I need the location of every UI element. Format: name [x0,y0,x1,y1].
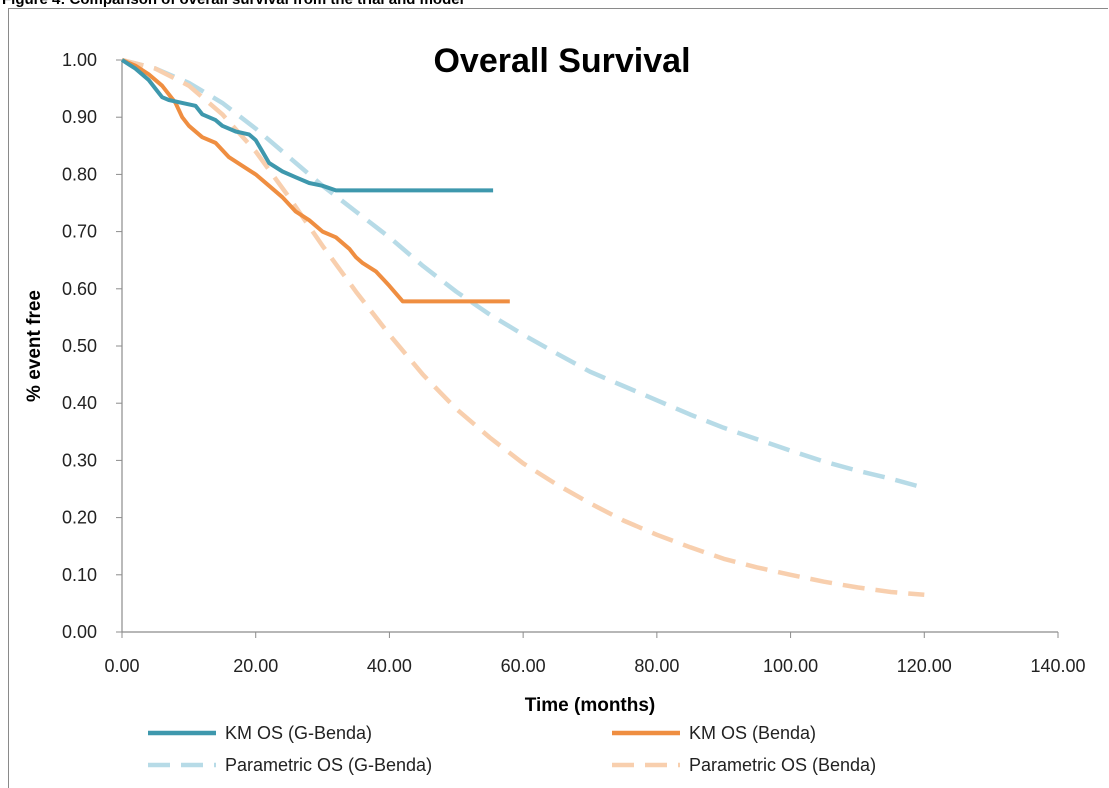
legend-label-0: KM OS (G-Benda) [225,723,372,743]
chart-title: Overall Survival [433,42,690,80]
y-tick-label: 0.90 [62,107,97,127]
x-tick-label: 0.00 [104,656,139,676]
y-tick-label: 0.40 [62,393,97,413]
legend-label-3: Parametric OS (Benda) [689,755,876,775]
series-line-3 [121,57,925,598]
x-tick-label: 60.00 [501,656,546,676]
legend: KM OS (G-Benda) KM OS (Benda) Parametric O… [148,723,876,775]
y-tick-label: 0.70 [62,222,97,242]
y-tick-label: 0.00 [62,622,97,642]
x-tick-label: 120.00 [897,656,952,676]
legend-label-1: KM OS (Benda) [689,723,816,743]
axes: 0.00 20.00 40.00 60.00 80.00 100.00 120.00 140.… [62,50,1086,676]
x-tick-label: 140.00 [1030,656,1085,676]
y-tick-label: 0.50 [62,336,97,356]
x-tick-label: 80.00 [634,656,679,676]
y-tick-label: 0.60 [62,279,97,299]
legend-label-2: Parametric OS (G-Benda) [225,755,432,775]
series-layer [120,57,925,598]
x-axis-title: Time (months) [525,695,656,716]
x-tick-label: 100.00 [763,656,818,676]
chart-frame [8,8,1108,788]
figure-caption: Figure 4: Comparison of overall survival… [2,0,464,8]
y-axis-title: % event free [24,290,45,402]
series-line-2 [121,57,925,491]
y-tick-label: 0.80 [62,164,97,184]
x-tick-label: 20.00 [233,656,278,676]
y-tick-label: 1.00 [62,50,97,70]
x-tick-label: 40.00 [367,656,412,676]
series-line-0 [120,58,494,193]
y-tick-label: 0.30 [62,450,97,470]
y-tick-label: 0.20 [62,508,97,528]
y-tick-label: 0.10 [62,565,97,585]
